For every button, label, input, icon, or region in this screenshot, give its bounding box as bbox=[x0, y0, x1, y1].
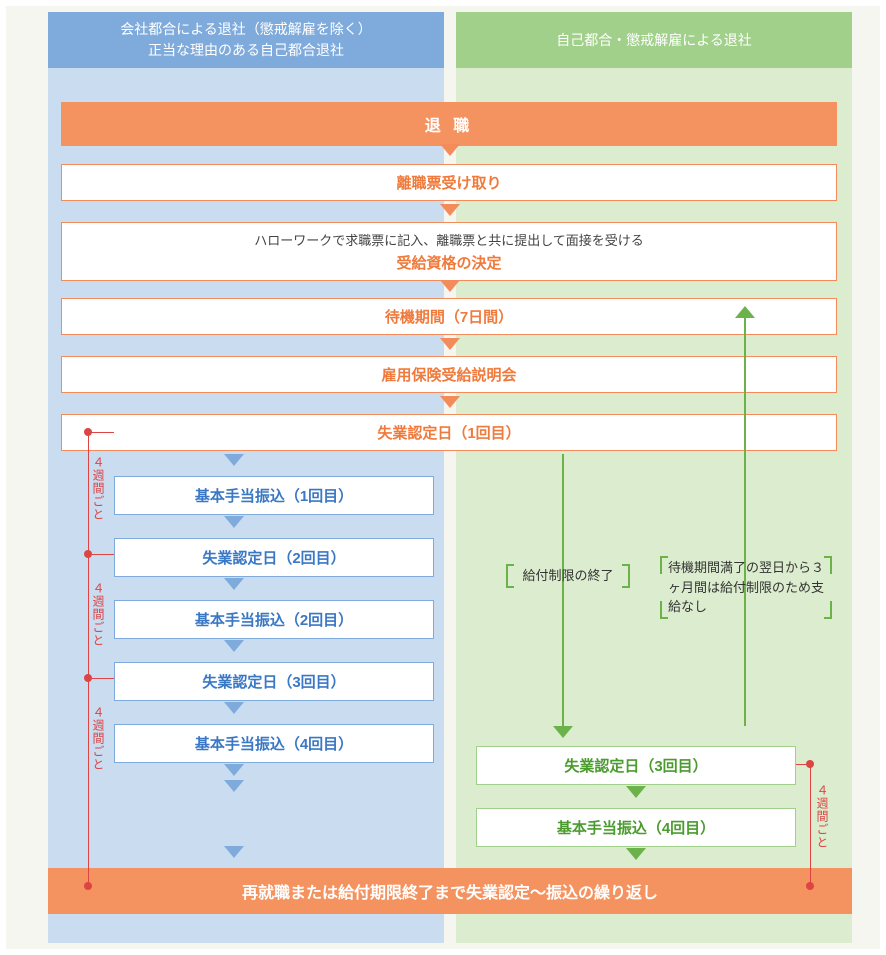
header-right: 自己都合・懲戒解雇による退社 bbox=[456, 12, 852, 68]
red-h1a bbox=[88, 432, 114, 433]
arrow-gr1 bbox=[626, 786, 646, 798]
green-line-up bbox=[744, 318, 746, 726]
step-hellowork-main: 受給資格の決定 bbox=[396, 255, 501, 272]
step-retire: 退 職 bbox=[61, 102, 837, 146]
bottom-bar: 再就職または給付期限終了まで失業認定～振込の繰り返し bbox=[48, 868, 852, 914]
arrow-l6 bbox=[224, 764, 244, 776]
arrow-5 bbox=[440, 396, 460, 408]
arrow-l1 bbox=[224, 454, 244, 466]
arrow-l4 bbox=[224, 640, 244, 652]
left-box-4: 失業認定日（3回目） bbox=[114, 662, 434, 701]
red-dot-3b bbox=[84, 882, 92, 890]
step-cert-1-label: 失業認定日（1回目） bbox=[377, 425, 520, 442]
left-box-1: 基本手当振込（1回目） bbox=[114, 476, 434, 515]
red-label-3: ４週間ごと bbox=[92, 706, 104, 771]
red-vline-r bbox=[810, 764, 811, 886]
step-waiting: 待機期間（7日間） bbox=[61, 298, 837, 335]
arrow-g-up bbox=[735, 306, 755, 318]
arrow-l7 bbox=[224, 846, 244, 858]
step-cert-1: 失業認定日（1回目） bbox=[61, 414, 837, 451]
red-label-r: ４週間ごと bbox=[816, 784, 828, 849]
arrow-l2 bbox=[224, 516, 244, 528]
green-line-down bbox=[562, 454, 564, 726]
left-box-5: 基本手当振込（4回目） bbox=[114, 724, 434, 763]
right-box-3: 失業認定日（3回目） bbox=[476, 746, 796, 785]
red-vline-2 bbox=[88, 554, 89, 678]
arrow-4 bbox=[440, 338, 460, 350]
red-label-1: ４週間ごと bbox=[92, 456, 104, 521]
left-box-3: 基本手当振込（2回目） bbox=[114, 600, 434, 639]
arrow-l5 bbox=[224, 702, 244, 714]
red-vline-1 bbox=[88, 432, 89, 554]
arrow-1 bbox=[440, 144, 460, 156]
arrow-3 bbox=[440, 280, 460, 292]
red-dot-r2 bbox=[806, 882, 814, 890]
arrow-g-down bbox=[553, 726, 573, 738]
header-left: 会社都合による退社（懲戒解雇を除く） 正当な理由のある自己都合退社 bbox=[48, 12, 444, 68]
step-briefing: 雇用保険受給説明会 bbox=[61, 356, 837, 393]
step-hellowork: ハローワークで求職票に記入、離職票と共に提出して面接を受ける 受給資格の決定 bbox=[61, 222, 837, 281]
arrow-2 bbox=[440, 204, 460, 216]
note-left: 給付制限の終了 bbox=[514, 566, 622, 586]
step-briefing-label: 雇用保険受給説明会 bbox=[381, 367, 516, 384]
red-label-2: ４週間ごと bbox=[92, 582, 104, 647]
flowchart-container: 会社都合による退社（懲戒解雇を除く） 正当な理由のある自己都合退社 自己都合・懲… bbox=[6, 6, 880, 949]
arrow-gr2 bbox=[626, 848, 646, 860]
right-box-4: 基本手当振込（4回目） bbox=[476, 808, 796, 847]
note-right-text: 待機期間満了の翌日から３ヶ月間は給付制限のため支給なし bbox=[668, 560, 824, 614]
note-right: 待機期間満了の翌日から３ヶ月間は給付制限のため支給なし bbox=[668, 558, 824, 617]
step-receive-slip: 離職票受け取り bbox=[61, 164, 837, 201]
left-box-2: 失業認定日（2回目） bbox=[114, 538, 434, 577]
red-vline-3 bbox=[88, 678, 89, 886]
note-left-text: 給付制限の終了 bbox=[522, 568, 613, 583]
red-hr1 bbox=[796, 764, 810, 765]
step-waiting-label: 待機期間（7日間） bbox=[385, 309, 513, 326]
step-receive-slip-label: 離職票受け取り bbox=[396, 175, 501, 192]
arrow-l3 bbox=[224, 578, 244, 590]
arrow-l6b bbox=[224, 780, 244, 792]
step-hellowork-sub: ハローワークで求職票に記入、離職票と共に提出して面接を受ける bbox=[72, 230, 826, 249]
